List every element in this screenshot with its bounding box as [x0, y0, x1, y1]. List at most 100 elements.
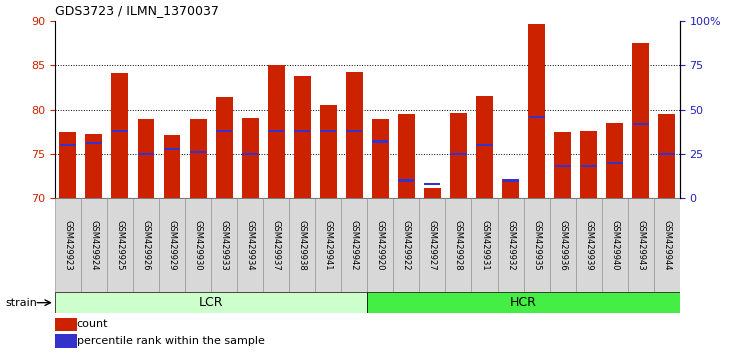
Bar [654, 198, 680, 292]
Bar [189, 119, 207, 198]
Bar [211, 198, 237, 292]
Bar [263, 198, 289, 292]
Bar [216, 130, 232, 132]
Text: GSM429941: GSM429941 [324, 220, 333, 270]
Bar [502, 179, 518, 182]
Bar [628, 198, 654, 292]
Bar [471, 198, 498, 292]
Bar [294, 76, 311, 198]
Bar [372, 141, 388, 143]
Text: GSM429937: GSM429937 [272, 220, 281, 270]
Bar [133, 198, 159, 292]
Bar [55, 292, 367, 313]
Bar [320, 130, 336, 132]
Text: GSM429942: GSM429942 [350, 220, 359, 270]
Text: LCR: LCR [199, 296, 224, 309]
Text: GSM429944: GSM429944 [662, 220, 671, 270]
Bar [529, 116, 545, 118]
Bar [216, 97, 232, 198]
Text: GSM429920: GSM429920 [376, 220, 385, 270]
Text: GSM429922: GSM429922 [402, 220, 411, 270]
Text: GSM429927: GSM429927 [428, 220, 437, 270]
Bar [59, 132, 76, 198]
Text: GSM429939: GSM429939 [584, 220, 593, 270]
Text: HCR: HCR [510, 296, 537, 309]
Bar [268, 130, 284, 132]
Bar [367, 198, 393, 292]
Text: count: count [77, 319, 108, 329]
Text: GSM429926: GSM429926 [142, 220, 151, 270]
Text: strain: strain [6, 298, 38, 308]
Bar [445, 198, 471, 292]
Bar [554, 132, 571, 198]
Bar [237, 198, 263, 292]
Text: GSM429925: GSM429925 [115, 220, 124, 270]
Bar [602, 198, 628, 292]
Bar [607, 162, 623, 164]
Bar [372, 119, 389, 198]
Bar [86, 142, 102, 144]
Bar [86, 134, 102, 198]
Bar [164, 148, 180, 150]
Bar [107, 198, 133, 292]
Bar [319, 105, 337, 198]
Bar [55, 198, 81, 292]
Bar [190, 151, 206, 153]
Bar [112, 130, 128, 132]
Bar [60, 144, 76, 146]
Text: GSM429933: GSM429933 [219, 220, 229, 270]
Bar [575, 198, 602, 292]
Bar [398, 179, 414, 182]
Text: GSM429935: GSM429935 [532, 220, 541, 270]
Bar [164, 136, 181, 198]
Text: GSM429932: GSM429932 [506, 220, 515, 270]
Text: GSM429929: GSM429929 [167, 220, 176, 270]
Bar [185, 198, 211, 292]
Bar [268, 65, 284, 198]
Bar [606, 123, 624, 198]
Bar [346, 130, 363, 132]
Text: GSM429943: GSM429943 [636, 220, 645, 270]
Bar [450, 153, 466, 155]
Text: GSM429938: GSM429938 [298, 220, 307, 270]
Bar [633, 123, 649, 125]
Bar [367, 292, 680, 313]
Bar [502, 179, 519, 198]
Bar [659, 114, 675, 198]
Bar [424, 188, 441, 198]
Bar [341, 198, 367, 292]
Text: GSM429940: GSM429940 [610, 220, 619, 270]
Bar [555, 165, 571, 167]
Bar [477, 144, 493, 146]
Bar [580, 165, 596, 167]
Text: GSM429930: GSM429930 [194, 220, 202, 270]
Bar [528, 24, 545, 198]
Text: GSM429931: GSM429931 [480, 220, 489, 270]
Bar [346, 72, 363, 198]
Bar [450, 113, 467, 198]
Bar [393, 198, 420, 292]
Bar [55, 334, 77, 348]
Bar [137, 119, 154, 198]
Bar [81, 198, 107, 292]
Bar [659, 153, 675, 155]
Text: percentile rank within the sample: percentile rank within the sample [77, 336, 265, 346]
Text: GSM429924: GSM429924 [89, 220, 99, 270]
Bar [550, 198, 575, 292]
Bar [580, 131, 597, 198]
Bar [242, 153, 258, 155]
Bar [289, 198, 315, 292]
Bar [111, 74, 129, 198]
Bar [55, 318, 77, 331]
Bar [425, 183, 441, 185]
Bar [398, 114, 415, 198]
Text: GSM429936: GSM429936 [558, 220, 567, 270]
Bar [315, 198, 341, 292]
Text: GSM429934: GSM429934 [246, 220, 254, 270]
Bar [242, 118, 259, 198]
Bar [632, 44, 649, 198]
Text: GSM429923: GSM429923 [64, 220, 72, 270]
Bar [498, 198, 523, 292]
Text: GDS3723 / ILMN_1370037: GDS3723 / ILMN_1370037 [55, 4, 219, 17]
Bar [294, 130, 310, 132]
